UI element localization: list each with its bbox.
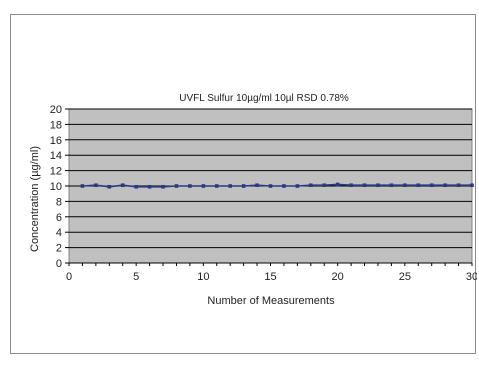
- data-point: [161, 184, 165, 189]
- data-point: [403, 183, 407, 188]
- data-point: [188, 184, 192, 188]
- series-line: [82, 183, 472, 188]
- series-layer: [80, 182, 474, 189]
- data-point: [107, 184, 112, 189]
- data-point: [228, 184, 232, 188]
- data-point: [120, 183, 125, 188]
- y-tick-label: 2: [56, 243, 62, 255]
- y-tick-label: 6: [56, 212, 62, 224]
- data-point: [255, 183, 259, 188]
- x-axis-title: Number of Measurements: [207, 295, 335, 307]
- y-tick-label: 4: [56, 227, 62, 239]
- data-point: [295, 184, 300, 188]
- data-point: [241, 184, 246, 188]
- x-tick-label: 25: [399, 271, 411, 283]
- x-tick-label: 5: [133, 271, 139, 283]
- data-point: [80, 184, 85, 188]
- data-point: [134, 184, 138, 189]
- x-axis-ticks: 0 5 10 15 20 25 30: [66, 262, 477, 283]
- data-point: [362, 183, 367, 188]
- data-point: [335, 182, 340, 187]
- data-point: [282, 184, 286, 188]
- y-tick-label: 10: [50, 181, 62, 193]
- data-point: [94, 183, 98, 188]
- y-tick-label: 8: [56, 196, 62, 208]
- data-point: [322, 183, 327, 188]
- data-point: [147, 184, 152, 189]
- y-axis-title: Concentration (µg/ml): [29, 146, 41, 252]
- y-tick-label: 12: [50, 166, 62, 178]
- x-tick-label: 20: [332, 271, 344, 283]
- data-point: [268, 184, 273, 188]
- y-axis-ticks: 0 2 4 6 8 10 12 14 16 18 20: [50, 104, 69, 270]
- data-point: [389, 183, 394, 188]
- data-point: [443, 183, 447, 188]
- y-tick-label: 0: [56, 258, 62, 270]
- x-tick-label: 30: [466, 271, 477, 283]
- data-point: [309, 183, 313, 188]
- y-tick-label: 14: [50, 150, 62, 162]
- data-point: [174, 184, 179, 188]
- data-point: [456, 183, 461, 188]
- data-point: [201, 184, 206, 188]
- y-tick-label: 18: [50, 119, 62, 131]
- data-point: [470, 183, 474, 188]
- chart-frame: UVFL Sulfur 10µg/ml 10µl RSD 0.78% 0 2 4 6 8…: [10, 14, 477, 354]
- chart-svg: UVFL Sulfur 10µg/ml 10µl RSD 0.78% 0 2 4 6 8…: [29, 93, 477, 307]
- data-point: [214, 184, 219, 188]
- x-tick-label: 10: [197, 271, 209, 283]
- y-tick-label: 16: [50, 135, 62, 147]
- data-point: [416, 183, 421, 188]
- x-tick-label: 0: [66, 271, 72, 283]
- data-point: [429, 183, 434, 188]
- data-point: [349, 183, 353, 188]
- chart-title: UVFL Sulfur 10µg/ml 10µl RSD 0.78%: [179, 93, 349, 104]
- y-tick-label: 20: [50, 104, 62, 116]
- data-point: [376, 183, 380, 188]
- x-tick-label: 15: [264, 271, 276, 283]
